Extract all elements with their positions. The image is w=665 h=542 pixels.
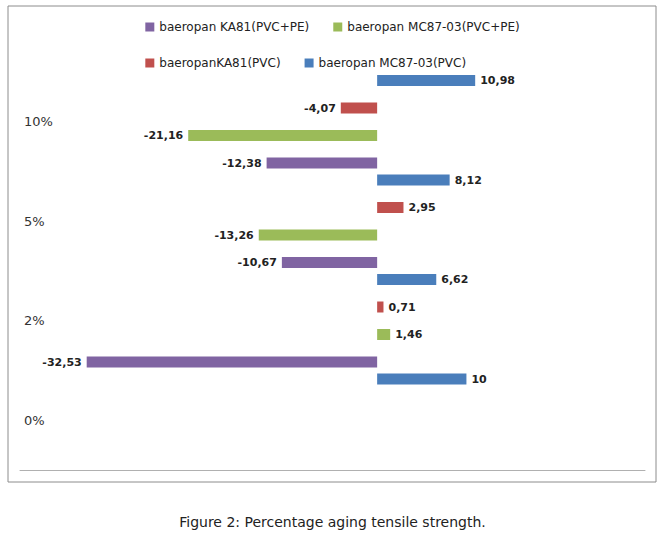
svg-text:-10,67: -10,67 — [238, 256, 277, 269]
svg-text:2,95: 2,95 — [408, 201, 435, 214]
svg-text:5%: 5% — [24, 214, 45, 229]
svg-text:-32,53: -32,53 — [42, 356, 81, 369]
svg-text:10%: 10% — [24, 114, 53, 129]
svg-text:10,98: 10,98 — [480, 74, 515, 87]
svg-text:-13,26: -13,26 — [214, 229, 254, 242]
svg-text:0,71: 0,71 — [388, 301, 415, 314]
svg-text:baeropan KA81(PVC+PE): baeropan KA81(PVC+PE) — [159, 20, 309, 34]
svg-text:10: 10 — [471, 373, 487, 386]
svg-text:-12,38: -12,38 — [222, 157, 261, 170]
svg-text:2%: 2% — [24, 313, 45, 328]
svg-text:-21,16: -21,16 — [144, 129, 184, 142]
svg-text:baeropanKA81(PVC): baeropanKA81(PVC) — [159, 56, 280, 70]
svg-text:-4,07: -4,07 — [304, 102, 336, 115]
svg-text:baeropan MC87-03(PVC+PE): baeropan MC87-03(PVC+PE) — [347, 20, 519, 34]
svg-text:Figure 2: Percentage aging ten: Figure 2: Percentage aging tensile stren… — [179, 514, 486, 530]
svg-text:baeropan MC87-03(PVC): baeropan MC87-03(PVC) — [319, 56, 467, 70]
svg-text:0%: 0% — [24, 413, 45, 428]
svg-text:1,46: 1,46 — [395, 328, 422, 341]
svg-text:6,62: 6,62 — [441, 273, 468, 286]
svg-text:8,12: 8,12 — [455, 174, 482, 187]
